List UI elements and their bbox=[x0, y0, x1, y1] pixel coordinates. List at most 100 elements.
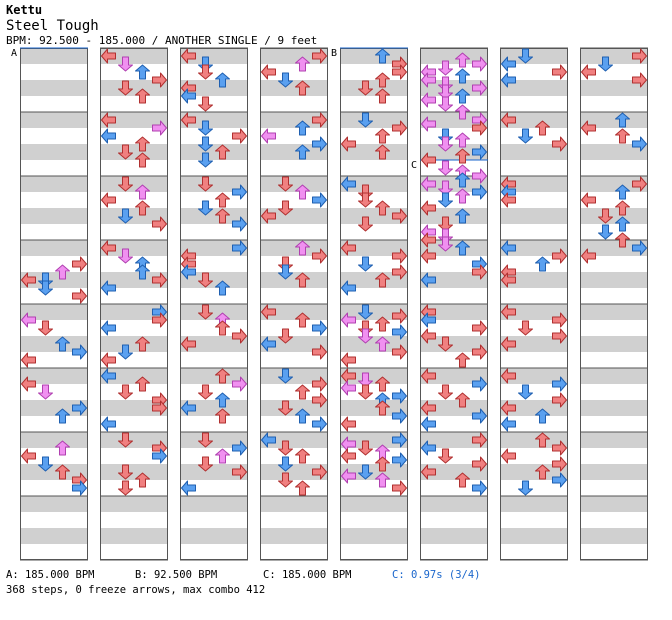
beat-stripe bbox=[100, 144, 168, 160]
right-arrow-icon bbox=[472, 168, 487, 184]
beat-stripe bbox=[20, 176, 88, 192]
left-arrow-icon bbox=[21, 272, 36, 288]
chart-summary: 368 steps, 0 freeze arrows, max combo 41… bbox=[6, 584, 266, 596]
right-arrow-icon bbox=[232, 184, 247, 200]
right-arrow-icon bbox=[312, 320, 327, 336]
left-arrow-icon bbox=[341, 176, 356, 192]
beat-stripe bbox=[180, 48, 248, 64]
right-arrow-icon bbox=[152, 400, 167, 416]
beat-stripe bbox=[580, 336, 648, 352]
beat-stripe bbox=[20, 400, 88, 416]
up-arrow-icon bbox=[375, 88, 390, 104]
down-arrow-icon bbox=[198, 384, 213, 400]
beat-stripe bbox=[100, 80, 168, 96]
right-arrow-icon bbox=[392, 264, 407, 280]
left-arrow-icon bbox=[341, 280, 356, 296]
left-arrow-icon bbox=[101, 192, 116, 208]
beat-stripe bbox=[180, 432, 248, 448]
beat-stripe bbox=[340, 112, 408, 128]
up-arrow-icon bbox=[295, 184, 310, 200]
right-arrow-icon bbox=[552, 328, 567, 344]
up-arrow-icon bbox=[615, 200, 630, 216]
left-arrow-icon bbox=[421, 464, 436, 480]
beat-stripe bbox=[420, 48, 488, 64]
beat-stripe bbox=[500, 464, 568, 480]
beat-stripe bbox=[260, 432, 328, 448]
up-arrow-icon bbox=[135, 376, 150, 392]
right-arrow-icon bbox=[392, 432, 407, 448]
beat-stripe bbox=[420, 144, 488, 160]
right-arrow-icon bbox=[312, 136, 327, 152]
right-arrow-icon bbox=[552, 392, 567, 408]
up-arrow-icon bbox=[455, 208, 470, 224]
beat-stripe bbox=[260, 528, 328, 544]
up-arrow-icon bbox=[135, 136, 150, 152]
up-arrow-icon bbox=[615, 128, 630, 144]
right-arrow-icon bbox=[472, 144, 487, 160]
down-arrow-icon bbox=[358, 304, 373, 320]
left-arrow-icon bbox=[21, 312, 36, 328]
beat-stripe bbox=[340, 304, 408, 320]
left-arrow-icon bbox=[501, 192, 516, 208]
right-arrow-icon bbox=[312, 112, 327, 128]
left-arrow-icon bbox=[421, 400, 436, 416]
right-arrow-icon bbox=[472, 320, 487, 336]
up-arrow-icon bbox=[55, 408, 70, 424]
left-arrow-icon bbox=[501, 240, 516, 256]
down-arrow-icon bbox=[198, 120, 213, 136]
down-arrow-icon bbox=[358, 464, 373, 480]
beat-stripe bbox=[420, 272, 488, 288]
right-arrow-icon bbox=[392, 308, 407, 324]
beat-stripe bbox=[340, 336, 408, 352]
right-arrow-icon bbox=[72, 400, 87, 416]
up-arrow-icon bbox=[135, 200, 150, 216]
beat-stripe bbox=[20, 144, 88, 160]
left-arrow-icon bbox=[421, 92, 436, 108]
right-arrow-icon bbox=[72, 288, 87, 304]
right-arrow-icon bbox=[72, 480, 87, 496]
right-arrow-icon bbox=[312, 392, 327, 408]
down-arrow-icon bbox=[518, 128, 533, 144]
beat-stripe bbox=[20, 368, 88, 384]
right-arrow-icon bbox=[552, 312, 567, 328]
down-arrow-icon bbox=[198, 432, 213, 448]
chart-column bbox=[580, 48, 648, 560]
left-arrow-icon bbox=[581, 64, 596, 80]
left-arrow-icon bbox=[261, 304, 276, 320]
down-arrow-icon bbox=[438, 96, 453, 112]
up-arrow-icon bbox=[375, 376, 390, 392]
beat-stripe bbox=[340, 528, 408, 544]
right-arrow-icon bbox=[552, 456, 567, 472]
down-arrow-icon bbox=[518, 48, 533, 64]
beat-stripe bbox=[260, 48, 328, 64]
beat-stripe bbox=[340, 496, 408, 512]
beat-stripe bbox=[20, 336, 88, 352]
up-arrow-icon bbox=[375, 48, 390, 64]
beat-stripe bbox=[260, 176, 328, 192]
beat-stripe bbox=[500, 112, 568, 128]
left-arrow-icon bbox=[341, 380, 356, 396]
right-arrow-icon bbox=[472, 56, 487, 72]
up-arrow-icon bbox=[535, 408, 550, 424]
legend-bpm-b: B: 92.500 BPM bbox=[135, 569, 218, 581]
right-arrow-icon bbox=[472, 432, 487, 448]
right-arrow-icon bbox=[392, 208, 407, 224]
beat-stripe bbox=[20, 528, 88, 544]
down-arrow-icon bbox=[438, 236, 453, 252]
marker-label: C bbox=[411, 160, 417, 171]
beat-stripe bbox=[100, 48, 168, 64]
beat-stripe bbox=[260, 464, 328, 480]
right-arrow-icon bbox=[152, 216, 167, 232]
down-arrow-icon bbox=[198, 200, 213, 216]
beat-stripe bbox=[100, 400, 168, 416]
right-arrow-icon bbox=[472, 344, 487, 360]
beat-stripe bbox=[260, 144, 328, 160]
beat-stripe bbox=[260, 496, 328, 512]
beat-stripe bbox=[20, 496, 88, 512]
right-arrow-icon bbox=[392, 452, 407, 468]
up-arrow-icon bbox=[375, 200, 390, 216]
right-arrow-icon bbox=[392, 324, 407, 340]
down-arrow-icon bbox=[438, 180, 453, 196]
left-arrow-icon bbox=[341, 416, 356, 432]
up-arrow-icon bbox=[135, 336, 150, 352]
